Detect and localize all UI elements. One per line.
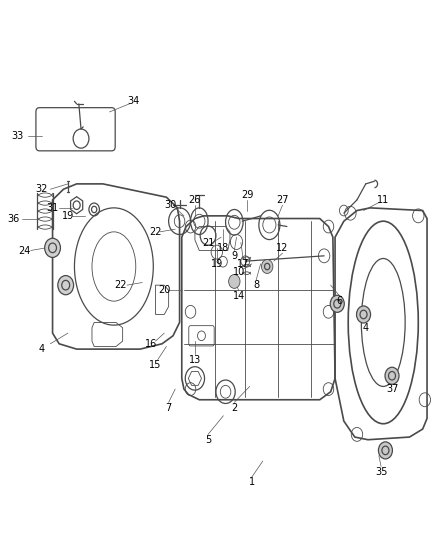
Circle shape — [378, 442, 392, 459]
Text: 22: 22 — [114, 280, 127, 290]
Text: 7: 7 — [166, 403, 172, 413]
Text: 21: 21 — [202, 238, 214, 247]
Text: 27: 27 — [276, 195, 289, 205]
Text: 32: 32 — [35, 184, 48, 194]
Text: 8: 8 — [253, 280, 259, 290]
Text: 34: 34 — [127, 96, 140, 106]
Text: 11: 11 — [377, 195, 389, 205]
Text: 16: 16 — [145, 339, 157, 349]
Circle shape — [261, 260, 273, 273]
Text: 30: 30 — [165, 200, 177, 210]
Text: 37: 37 — [386, 384, 398, 394]
Text: 13: 13 — [189, 355, 201, 365]
Text: 35: 35 — [375, 467, 387, 477]
Text: 15: 15 — [149, 360, 162, 370]
Circle shape — [229, 274, 240, 288]
Text: 5: 5 — [205, 435, 211, 445]
Text: 36: 36 — [7, 214, 19, 223]
Circle shape — [330, 295, 344, 312]
Text: 17: 17 — [237, 259, 249, 269]
Circle shape — [385, 367, 399, 384]
Text: 9: 9 — [231, 251, 237, 261]
Text: 24: 24 — [18, 246, 30, 255]
Text: 31: 31 — [46, 203, 59, 213]
Text: 19: 19 — [211, 259, 223, 269]
Circle shape — [357, 306, 371, 323]
Text: 4: 4 — [39, 344, 45, 354]
Circle shape — [58, 276, 74, 295]
Text: 19: 19 — [62, 211, 74, 221]
Text: 2: 2 — [231, 403, 237, 413]
Text: 10: 10 — [233, 267, 245, 277]
Text: 33: 33 — [11, 131, 24, 141]
Text: 20: 20 — [158, 286, 170, 295]
Text: 6: 6 — [336, 296, 343, 306]
Text: 22: 22 — [149, 227, 162, 237]
Text: 29: 29 — [241, 190, 254, 199]
Text: 14: 14 — [233, 291, 245, 301]
Text: 26: 26 — [189, 195, 201, 205]
Circle shape — [45, 238, 60, 257]
Text: 18: 18 — [217, 243, 230, 253]
Text: 4: 4 — [363, 323, 369, 333]
Text: 1: 1 — [249, 478, 255, 487]
Text: 12: 12 — [276, 243, 289, 253]
